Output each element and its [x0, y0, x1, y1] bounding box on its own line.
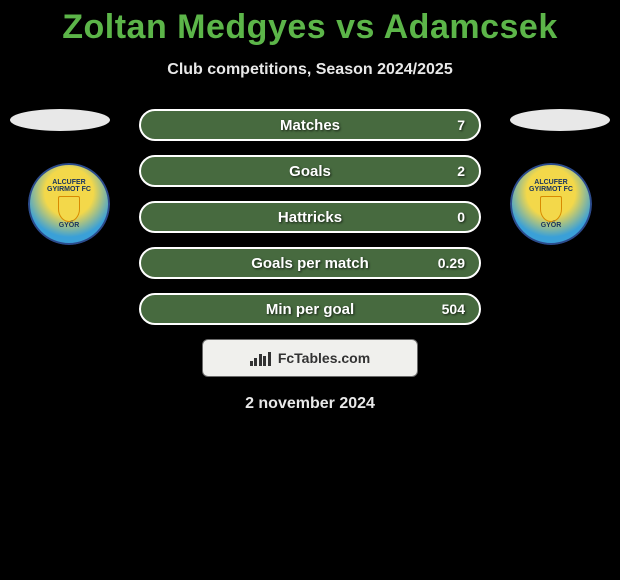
stat-label: Goals: [289, 163, 331, 180]
club-badge-right-line1: ALCUFER: [530, 179, 571, 186]
footer-date: 2 november 2024: [0, 395, 620, 413]
stat-label: Hattricks: [278, 209, 342, 226]
stat-label: Goals per match: [251, 255, 369, 272]
stat-row: Matches 7: [139, 109, 481, 141]
club-badge-left-line1: ALCUFER: [48, 179, 89, 186]
stat-row: Min per goal 504: [139, 293, 481, 325]
club-badge-right-line2: GYIRMOT FC: [525, 186, 577, 193]
stat-row: Hattricks 0: [139, 201, 481, 233]
barchart-icon-bar: [254, 358, 257, 366]
club-badge-right-inner: ALCUFER GYIRMOT FC GYŐR: [510, 163, 592, 245]
barchart-icon-bar: [263, 356, 266, 366]
page-subtitle: Club competitions, Season 2024/2025: [0, 61, 620, 79]
stat-value-right: 7: [457, 117, 465, 133]
club-badge-left-crest-icon: [58, 196, 80, 222]
stat-value-right: 0: [457, 209, 465, 225]
club-badge-right: ALCUFER GYIRMOT FC GYŐR: [510, 163, 592, 245]
stat-row: Goals per match 0.29: [139, 247, 481, 279]
brand-box[interactable]: FcTables.com: [202, 339, 418, 377]
club-badge-left-line3: GYŐR: [55, 222, 84, 229]
player-left-silhouette: [10, 109, 110, 131]
brand-text: FcTables.com: [278, 350, 370, 366]
stat-label: Min per goal: [266, 301, 354, 318]
stat-value-right: 0.29: [438, 255, 465, 271]
club-badge-left: ALCUFER GYIRMOT FC GYŐR: [28, 163, 110, 245]
barchart-icon: [250, 350, 272, 366]
comparison-panel: ALCUFER GYIRMOT FC GYŐR ALCUFER GYIRMOT …: [0, 109, 620, 413]
stat-value-right: 2: [457, 163, 465, 179]
club-badge-left-inner: ALCUFER GYIRMOT FC GYŐR: [28, 163, 110, 245]
club-badge-right-crest-icon: [540, 196, 562, 222]
club-badge-right-line3: GYŐR: [537, 222, 566, 229]
barchart-icon-bar: [259, 354, 262, 366]
player-right-silhouette: [510, 109, 610, 131]
page-title: Zoltan Medgyes vs Adamcsek: [0, 0, 620, 47]
stat-label: Matches: [280, 117, 340, 134]
barchart-icon-bar: [268, 352, 271, 366]
stat-value-right: 504: [442, 301, 465, 317]
stat-rows: Matches 7 Goals 2 Hattricks 0 Goals per match 0…: [139, 109, 481, 325]
stat-row: Goals 2: [139, 155, 481, 187]
club-badge-left-line2: GYIRMOT FC: [43, 186, 95, 193]
barchart-icon-bar: [250, 361, 253, 366]
